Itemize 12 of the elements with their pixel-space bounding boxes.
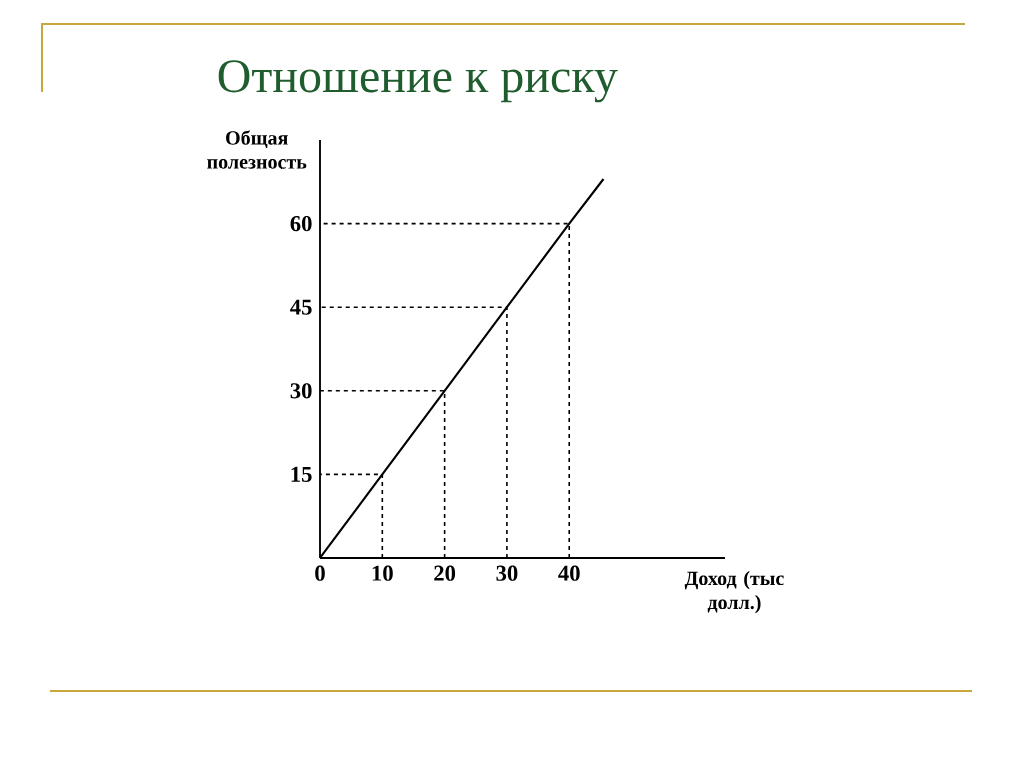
x-tick-label: 10 (372, 565, 393, 581)
y-tick-label: 45 (290, 299, 312, 315)
y-tick-label: 15 (291, 466, 312, 482)
x-tick-label: 20 (434, 565, 456, 581)
x-tick-label: 0 (315, 565, 325, 581)
y-tick-label: 60 (290, 215, 312, 232)
y-tick-label: 30 (290, 383, 312, 399)
x-axis-title: Доход (тыс долл.) (684, 571, 784, 614)
x-tick-label: 30 (496, 565, 518, 581)
x-tick-label: 40 (558, 565, 580, 581)
y-axis-title: Общая полезность (207, 130, 307, 169)
chart-title: Отношение к риску (218, 60, 618, 103)
